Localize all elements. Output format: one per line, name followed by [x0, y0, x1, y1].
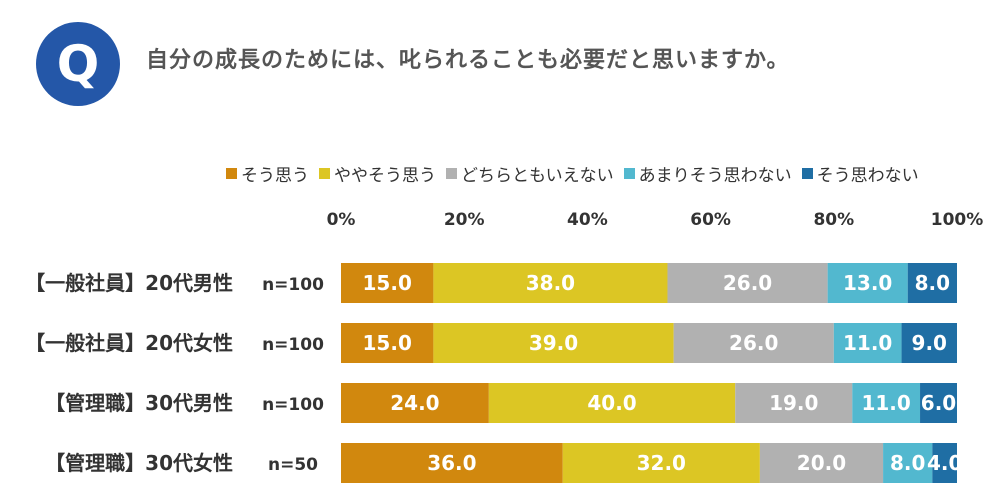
x-tick-label: 0%	[327, 210, 356, 230]
bar-segment	[433, 323, 674, 363]
legend-swatch	[226, 168, 237, 179]
data-label: 11.0	[843, 331, 892, 355]
x-tick-label: 100%	[931, 210, 984, 230]
data-label: 36.0	[427, 451, 476, 475]
data-label: 39.0	[529, 331, 578, 355]
data-label: 6.0	[921, 391, 956, 415]
bar-segment	[907, 263, 957, 303]
bar-segment	[920, 383, 957, 423]
x-tick-label: 40%	[567, 210, 608, 230]
sample-size-label: n=50	[268, 455, 318, 475]
x-tick-label: 80%	[813, 210, 854, 230]
row-label: 【一般社員】20代女性	[25, 331, 233, 355]
legend-item: あまりそう思わない	[623, 161, 792, 186]
data-label: 24.0	[390, 391, 439, 415]
row-label: 【一般社員】20代男性	[25, 271, 233, 295]
data-label: 20.0	[797, 451, 846, 475]
legend-swatch	[319, 168, 330, 179]
legend-swatch	[623, 168, 635, 179]
data-label: 15.0	[363, 271, 412, 295]
row-label: 【管理職】30代男性	[45, 391, 233, 415]
bar-segment	[433, 263, 668, 303]
legend-item: そう思う	[226, 161, 309, 186]
data-label: 8.0	[915, 271, 950, 295]
x-tick-label: 60%	[690, 210, 731, 230]
bar-segment	[341, 323, 434, 363]
data-label: 26.0	[729, 331, 778, 355]
bar-segment	[341, 263, 434, 303]
data-label: 32.0	[637, 451, 686, 475]
data-label: 38.0	[526, 271, 575, 295]
data-label: 40.0	[587, 391, 636, 415]
data-label: 13.0	[843, 271, 892, 295]
data-label: 11.0	[861, 391, 910, 415]
legend-swatch	[446, 168, 457, 179]
question-text: 自分の成長のためには、叱られることも必要だと思いますか。	[146, 48, 790, 73]
legend-item: そう思わない	[801, 161, 919, 186]
bar-segment	[341, 443, 563, 483]
bar-segment	[488, 383, 736, 423]
bar-segment	[901, 323, 957, 363]
data-label: 4.0	[927, 451, 962, 475]
question-badge: Q	[36, 22, 120, 106]
data-label: 15.0	[363, 331, 412, 355]
data-label: 8.0	[890, 451, 925, 475]
sample-size-label: n=100	[262, 275, 324, 295]
legend: そう思う ややそう思う どちらともいえない あまりそう思わない そう思わない	[226, 161, 919, 186]
data-label: 19.0	[769, 391, 818, 415]
legend-label: どちらともいえない	[461, 166, 614, 186]
legend-label: あまりそう思わない	[638, 166, 792, 186]
legend-swatch	[801, 168, 813, 179]
bar-segment	[852, 383, 921, 423]
data-label: 26.0	[723, 271, 772, 295]
legend-label: ややそう思う	[334, 166, 436, 186]
legend-label: そう思う	[241, 166, 309, 186]
bar-segment	[341, 383, 489, 423]
bar-segment	[667, 263, 828, 303]
legend-item: ややそう思う	[319, 161, 436, 186]
bar-segment	[883, 443, 933, 483]
sample-size-label: n=100	[262, 395, 324, 415]
legend-item: どちらともいえない	[446, 161, 614, 186]
x-tick-label: 20%	[444, 210, 485, 230]
bar-segment	[673, 323, 834, 363]
sample-size-label: n=100	[262, 335, 324, 355]
bar-segment	[562, 443, 760, 483]
bar-segment	[735, 383, 853, 423]
bar-segment	[932, 443, 957, 483]
bar-segment	[827, 263, 908, 303]
bar-segment	[833, 323, 902, 363]
legend-label: そう思わない	[816, 166, 919, 186]
data-label: 9.0	[912, 331, 947, 355]
bar-segment	[759, 443, 884, 483]
row-label: 【管理職】30代女性	[45, 451, 233, 475]
